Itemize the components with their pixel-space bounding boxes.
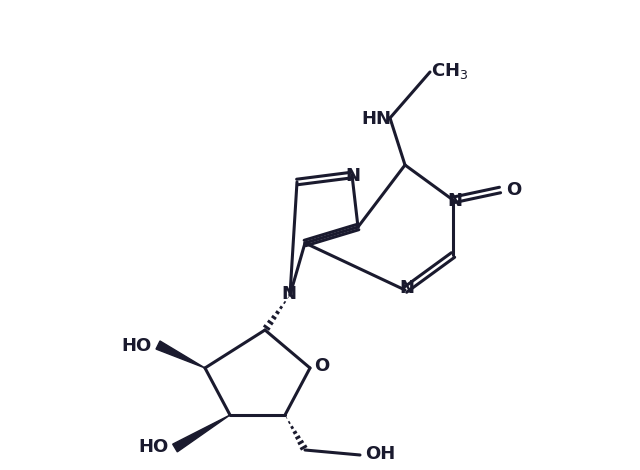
Polygon shape [156,341,205,368]
Text: N: N [346,167,360,185]
Text: O: O [506,181,522,199]
Text: N: N [399,279,415,297]
Polygon shape [173,415,230,452]
Text: HN: HN [361,110,391,128]
Text: HO: HO [121,337,151,355]
Text: O: O [314,357,330,375]
Text: HO: HO [138,438,168,456]
Text: OH: OH [365,445,395,463]
Text: N: N [447,192,463,210]
Text: CH$_3$: CH$_3$ [431,61,468,81]
Text: N: N [282,285,296,303]
